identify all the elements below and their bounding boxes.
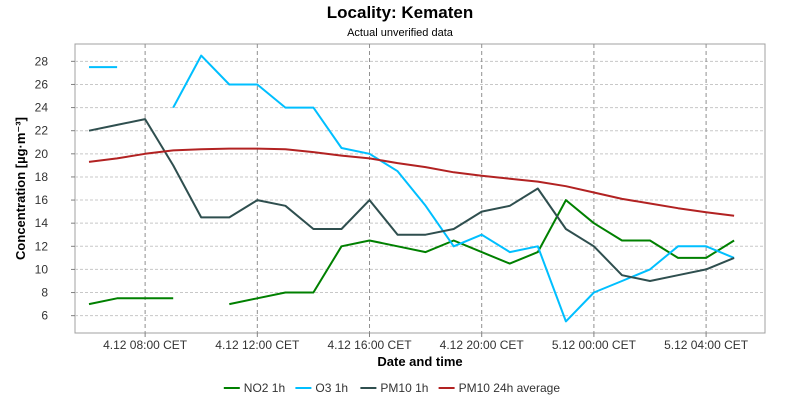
- series-line-0: [88, 199, 735, 306]
- y-tick-label: 20: [35, 147, 49, 161]
- x-tick-label: 4.12 20:00 CET: [440, 338, 525, 352]
- y-tick-label: 22: [35, 124, 49, 138]
- x-tick-label: 5.12 04:00 CET: [664, 338, 749, 352]
- x-tick-label: 4.12 08:00 CET: [103, 338, 188, 352]
- legend-label: PM10 24h average: [459, 381, 561, 395]
- x-tick-label: 4.12 16:00 CET: [327, 338, 412, 352]
- legend-label: O3 1h: [315, 381, 348, 395]
- chart-subtitle: Actual unverified data: [347, 27, 454, 39]
- series-line-3: [88, 147, 735, 217]
- x-tick-label: 5.12 00:00 CET: [552, 338, 637, 352]
- y-tick-label: 18: [35, 170, 49, 184]
- series-group: [88, 54, 735, 323]
- legend-item: PM10 24h average: [438, 381, 561, 395]
- plot-area: [74, 43, 766, 334]
- legend: NO2 1h O3 1h PM10 1h PM10 24h average: [223, 381, 561, 395]
- legend-item: O3 1h: [295, 381, 348, 395]
- x-axis-label: Date and time: [377, 354, 462, 369]
- y-tick-label: 8: [41, 286, 48, 300]
- x-axis: 4.12 08:00 CET 4.12 12:00 CET 4.12 16:00 C…: [103, 333, 749, 352]
- y-tick-label: 28: [35, 54, 49, 68]
- y-tick-label: 24: [35, 101, 49, 115]
- legend-label: PM10 1h: [380, 381, 428, 395]
- y-axis-label: Concentration [µg·m⁻³]: [13, 117, 28, 260]
- series-line-1: [89, 54, 735, 323]
- y-axis: 6 8 10 12 14 16 18 20 22 24 26 28: [35, 54, 75, 323]
- y-tick-label: 16: [35, 193, 49, 207]
- chart-title: Locality: Kematen: [327, 3, 473, 22]
- legend-item: PM10 1h: [360, 381, 428, 395]
- y-tick-label: 6: [41, 309, 48, 323]
- legend-label: NO2 1h: [244, 381, 285, 395]
- x-tick-label: 4.12 12:00 CET: [215, 338, 300, 352]
- series-line-2: [88, 118, 735, 282]
- y-tick-label: 10: [35, 262, 49, 276]
- y-tick-label: 12: [35, 239, 49, 253]
- y-tick-label: 14: [35, 216, 49, 230]
- y-tick-label: 26: [35, 77, 49, 91]
- legend-item: NO2 1h: [223, 381, 285, 395]
